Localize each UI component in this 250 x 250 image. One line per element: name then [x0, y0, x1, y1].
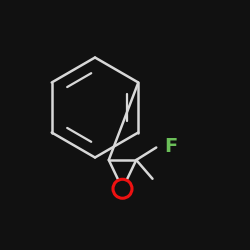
Text: F: F [164, 137, 177, 156]
Circle shape [113, 179, 132, 198]
